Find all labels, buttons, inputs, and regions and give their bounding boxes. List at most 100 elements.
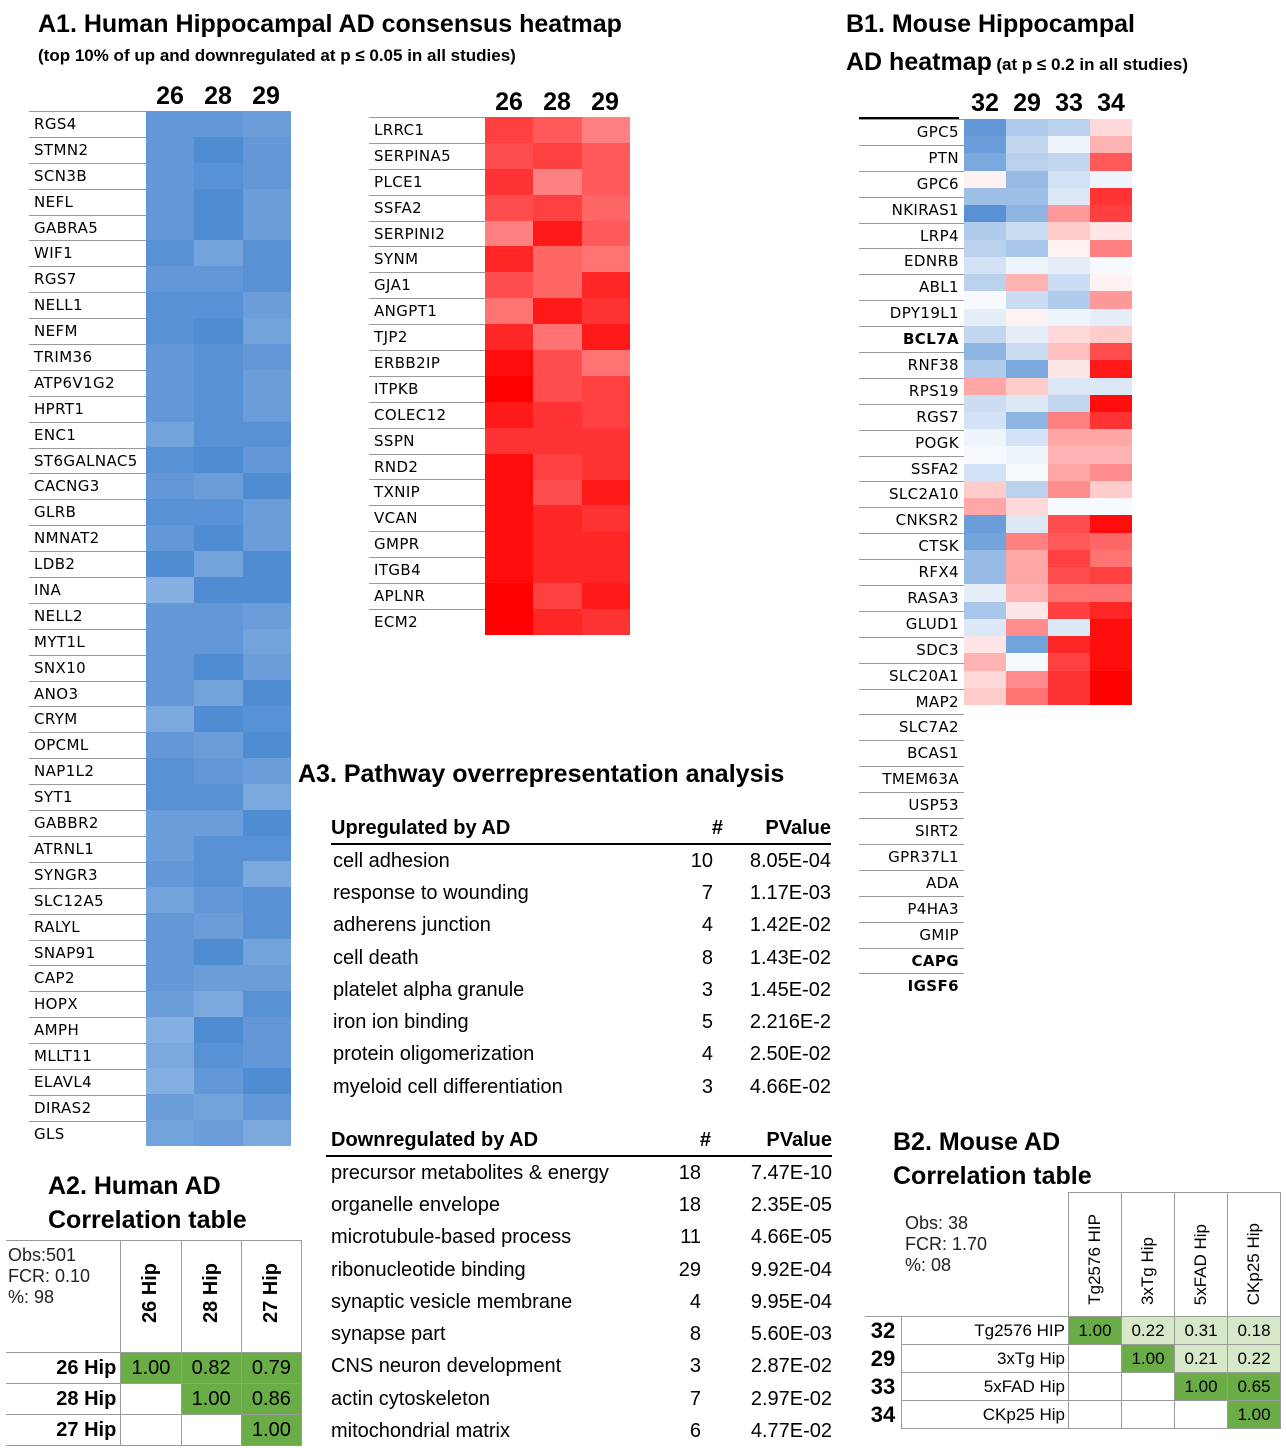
gene-label: GPC5 [859, 119, 964, 145]
a2-cell: 0.79 [240, 1352, 303, 1384]
heatmap-cell [1048, 187, 1090, 206]
heatmap-cell [1006, 653, 1048, 671]
heatmap-cell [1006, 549, 1048, 568]
heatmap-cell [1090, 394, 1132, 412]
a2-cell: 0.82 [180, 1352, 242, 1384]
heatmap-cell [194, 1042, 243, 1069]
heatmap-cell [194, 809, 243, 836]
heatmap-cell [242, 1068, 291, 1095]
a2-rowlabel: 27 Hip [6, 1414, 122, 1446]
heatmap-cell [533, 531, 582, 558]
heatmap-cell [146, 628, 195, 655]
a1-subtitle: (top 10% of up and downregulated at p ≤ … [38, 46, 516, 65]
heatmap-cell [1006, 687, 1048, 705]
gene-label: SERPINI2 [369, 220, 485, 247]
gene-label: GPR37L1 [859, 843, 964, 870]
gene-label: SDC3 [859, 636, 964, 663]
heatmap-cell [1006, 618, 1048, 637]
heatmap-cell [1048, 343, 1090, 361]
heatmap-cell [242, 240, 291, 267]
heatmap-cell [194, 602, 243, 629]
b2-row-32: 32 Tg2576 HIP 1.00 0.22 0.31 0.18 [865, 1316, 1281, 1345]
heatmap-cell [194, 861, 243, 888]
a1-up-col-29: 29 [591, 88, 619, 116]
heatmap-cell [146, 576, 195, 603]
a2-obs: Obs:501 [8, 1245, 77, 1265]
heatmap-cell [242, 550, 291, 577]
pathway-count: 5 [701, 1011, 713, 1034]
heatmap-cell [533, 609, 582, 635]
gene-label: CAPG [859, 947, 964, 974]
heatmap-cell [1048, 291, 1090, 309]
heatmap-cell [1006, 360, 1048, 378]
heatmap-cell [1090, 325, 1132, 344]
heatmap-cell [485, 557, 534, 584]
a2-row-26hip: 26 Hip 1.00 0.82 0.79 [6, 1352, 303, 1384]
gene-label: SLC20A1 [859, 662, 964, 689]
a2-cell: 1.00 [180, 1383, 242, 1415]
gene-label: USP53 [859, 792, 964, 818]
heatmap-cell [242, 369, 291, 396]
gene-label: MAP2 [859, 688, 964, 715]
heatmap-cell [485, 427, 534, 454]
heatmap-cell [485, 505, 534, 532]
a2-cell [120, 1383, 182, 1415]
heatmap-cell [242, 913, 291, 939]
gene-label: HPRT1 [29, 395, 146, 422]
b2-row-num: 32 [870, 1317, 896, 1343]
a2-row-28hip: 28 Hip 1.00 0.86 [6, 1383, 303, 1415]
pathway-count: 6 [689, 1420, 701, 1443]
heatmap-cell [1090, 480, 1132, 499]
pathway-row: organelle envelope 18 2.35E-05 [326, 1189, 832, 1221]
heatmap-cell [964, 515, 1006, 533]
heatmap-cell [242, 343, 291, 370]
heatmap-cell [1006, 308, 1048, 326]
heatmap-cell [533, 142, 582, 169]
heatmap-cell [964, 308, 1006, 326]
heatmap-cell [485, 220, 534, 247]
gene-label: SYNGR3 [29, 861, 146, 888]
pathway-row: cell death 8 1.43E-02 [331, 942, 831, 974]
pathway-term: precursor metabolites & energy [331, 1161, 609, 1184]
heatmap-cell [964, 532, 1006, 550]
gene-label: GABBR2 [29, 810, 146, 836]
heatmap-cell [581, 142, 630, 169]
pathway-term: platelet alpha granule [333, 978, 525, 1001]
a3-down-header-pvalue: PValue [715, 1125, 832, 1157]
heatmap-cell [242, 1042, 291, 1069]
gene-label: BCL7A [859, 326, 964, 352]
heatmap-cell [1006, 274, 1048, 292]
gene-label: TMEM63A [859, 766, 964, 792]
heatmap-cell [242, 576, 291, 603]
heatmap-cell [1006, 222, 1048, 240]
heatmap-cell [1048, 618, 1090, 637]
heatmap-cell [242, 473, 291, 500]
heatmap-cell [242, 395, 291, 422]
heatmap-cell [1090, 308, 1132, 326]
a1-up-col-28: 28 [543, 88, 571, 116]
pathway-pvalue: 8.05E-04 [749, 849, 831, 872]
heatmap-cell [964, 170, 1006, 188]
heatmap-cell [194, 421, 243, 448]
pathway-term: synapse part [331, 1323, 446, 1346]
heatmap-cell [964, 429, 1006, 447]
heatmap-cell [242, 628, 291, 655]
heatmap-cell [146, 214, 195, 241]
heatmap-cell [146, 111, 195, 137]
heatmap-cell [194, 499, 243, 525]
a2-cell: 0.86 [240, 1383, 303, 1415]
pathway-term: cell death [333, 946, 419, 969]
gene-label: ELAVL4 [29, 1068, 146, 1095]
pathway-pvalue: 7.47E-10 [750, 1161, 832, 1184]
heatmap-cell [146, 913, 195, 939]
heatmap-cell [1006, 187, 1048, 206]
gene-label: WIF1 [29, 240, 146, 266]
b2-obs: Obs: 38 [905, 1212, 969, 1233]
heatmap-cell [964, 618, 1006, 637]
heatmap-cell [194, 576, 243, 603]
heatmap-cell [964, 153, 1006, 171]
pathway-row: microtubule-based process 11 4.66E-05 [326, 1222, 832, 1254]
heatmap-cell [1090, 601, 1132, 619]
heatmap-cell [1090, 274, 1132, 292]
heatmap-cell [242, 654, 291, 681]
